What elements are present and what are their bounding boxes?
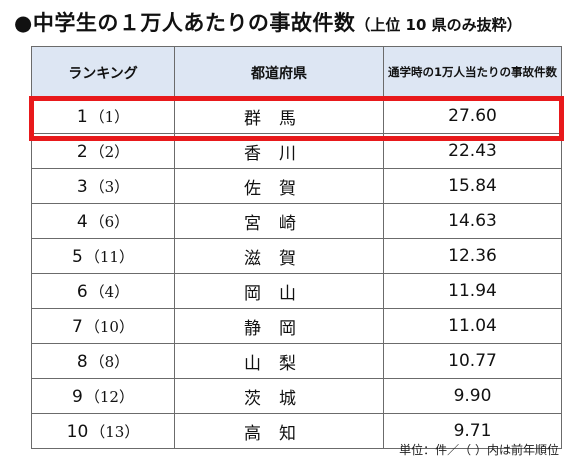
prefecture-cell: 静岡 xyxy=(174,308,384,344)
previous-rank: （12） xyxy=(84,387,134,406)
prefecture-cell: 茨城 xyxy=(174,378,384,414)
rank-number: 8 xyxy=(76,351,88,372)
table-body: 1 （1） 群馬 27.60 2 （2） 香川 22.43 3 （3） 佐賀 15.84 4 （6） 宮崎 1… xyxy=(31,98,562,449)
previous-rank: （4） xyxy=(89,282,130,301)
accident-value-cell: 14.63 xyxy=(383,203,562,239)
rank-cell: 3 （3） xyxy=(31,168,175,204)
title-sub: （上位 10 県のみ抜粋） xyxy=(355,16,522,34)
accident-value-cell: 10.77 xyxy=(383,343,562,379)
header-accident-count: 通学時の1万人当たりの事故件数 xyxy=(383,46,562,99)
previous-rank: （2） xyxy=(89,142,130,161)
previous-rank: （10） xyxy=(84,317,134,336)
rank-number: 4 xyxy=(76,211,88,232)
previous-rank: （8） xyxy=(89,352,130,371)
previous-rank: （1） xyxy=(89,107,130,126)
rank-number: 6 xyxy=(76,281,88,302)
accident-value-cell: 15.84 xyxy=(383,168,562,204)
rank-cell: 8 （8） xyxy=(31,343,175,379)
rank-cell: 1 （1） xyxy=(31,98,175,134)
accident-value-cell: 11.94 xyxy=(383,273,562,309)
prefecture-cell: 群馬 xyxy=(174,98,384,134)
table-header-row: ランキング 都道府県 通学時の1万人当たりの事故件数 xyxy=(31,46,562,99)
rank-number: 3 xyxy=(76,176,88,197)
rank-number: 9 xyxy=(72,386,83,407)
ranking-table: ランキング 都道府県 通学時の1万人当たりの事故件数 1 （1） 群馬 27.60 2 （… xyxy=(31,46,562,449)
rank-cell: 4 （6） xyxy=(31,203,175,239)
previous-rank: （13） xyxy=(90,422,140,441)
rank-cell: 9 （12） xyxy=(31,378,175,414)
rank-number: 2 xyxy=(76,141,88,162)
rank-cell: 6 （4） xyxy=(31,273,175,309)
prefecture-cell: 滋賀 xyxy=(174,238,384,274)
previous-rank: （6） xyxy=(89,212,130,231)
rank-number: 5 xyxy=(72,246,83,267)
table-row: 5 （11） 滋賀 12.36 xyxy=(31,238,562,274)
rank-number: 10 xyxy=(66,421,89,442)
table-row: 8 （8） 山梨 10.77 xyxy=(31,343,562,379)
rank-number: 7 xyxy=(72,316,83,337)
prefecture-cell: 香川 xyxy=(174,133,384,169)
accident-value-cell: 9.71 xyxy=(383,413,562,449)
prefecture-cell: 佐賀 xyxy=(174,168,384,204)
accident-value-cell: 9.90 xyxy=(383,378,562,414)
rank-cell: 7 （10） xyxy=(31,308,175,344)
header-prefecture: 都道府県 xyxy=(174,46,384,99)
accident-value-cell: 22.43 xyxy=(383,133,562,169)
accident-value-cell: 27.60 xyxy=(383,98,562,134)
title-main: ●中学生の１万人あたりの事故件数 xyxy=(14,11,356,35)
header-ranking: ランキング xyxy=(31,46,175,99)
rank-cell: 10 （13） xyxy=(31,413,175,449)
rank-cell: 5 （11） xyxy=(31,238,175,274)
prefecture-cell: 岡山 xyxy=(174,273,384,309)
table-row: 7 （10） 静岡 11.04 xyxy=(31,308,562,344)
previous-rank: （11） xyxy=(84,247,134,266)
prefecture-cell: 山梨 xyxy=(174,343,384,379)
rank-cell: 2 （2） xyxy=(31,133,175,169)
prefecture-cell: 宮崎 xyxy=(174,203,384,239)
accident-value-cell: 11.04 xyxy=(383,308,562,344)
prefecture-cell: 高知 xyxy=(174,413,384,449)
unit-note: 単位：件／（ ）内は前年順位 xyxy=(399,443,559,457)
rank-number: 1 xyxy=(76,106,88,127)
table-row: 6 （4） 岡山 11.94 xyxy=(31,273,562,309)
table-row: 9 （12） 茨城 9.90 xyxy=(31,378,562,414)
table-row: 3 （3） 佐賀 15.84 xyxy=(31,168,562,204)
accident-value-cell: 12.36 xyxy=(383,238,562,274)
table-row: 2 （2） 香川 22.43 xyxy=(31,133,562,169)
page-title: ●中学生の１万人あたりの事故件数（上位 10 県のみ抜粋） xyxy=(14,8,522,40)
previous-rank: （3） xyxy=(89,177,130,196)
table-row: 4 （6） 宮崎 14.63 xyxy=(31,203,562,239)
table-row: 10 （13） 高知 9.71 xyxy=(31,413,562,449)
table-row: 1 （1） 群馬 27.60 xyxy=(31,98,562,134)
